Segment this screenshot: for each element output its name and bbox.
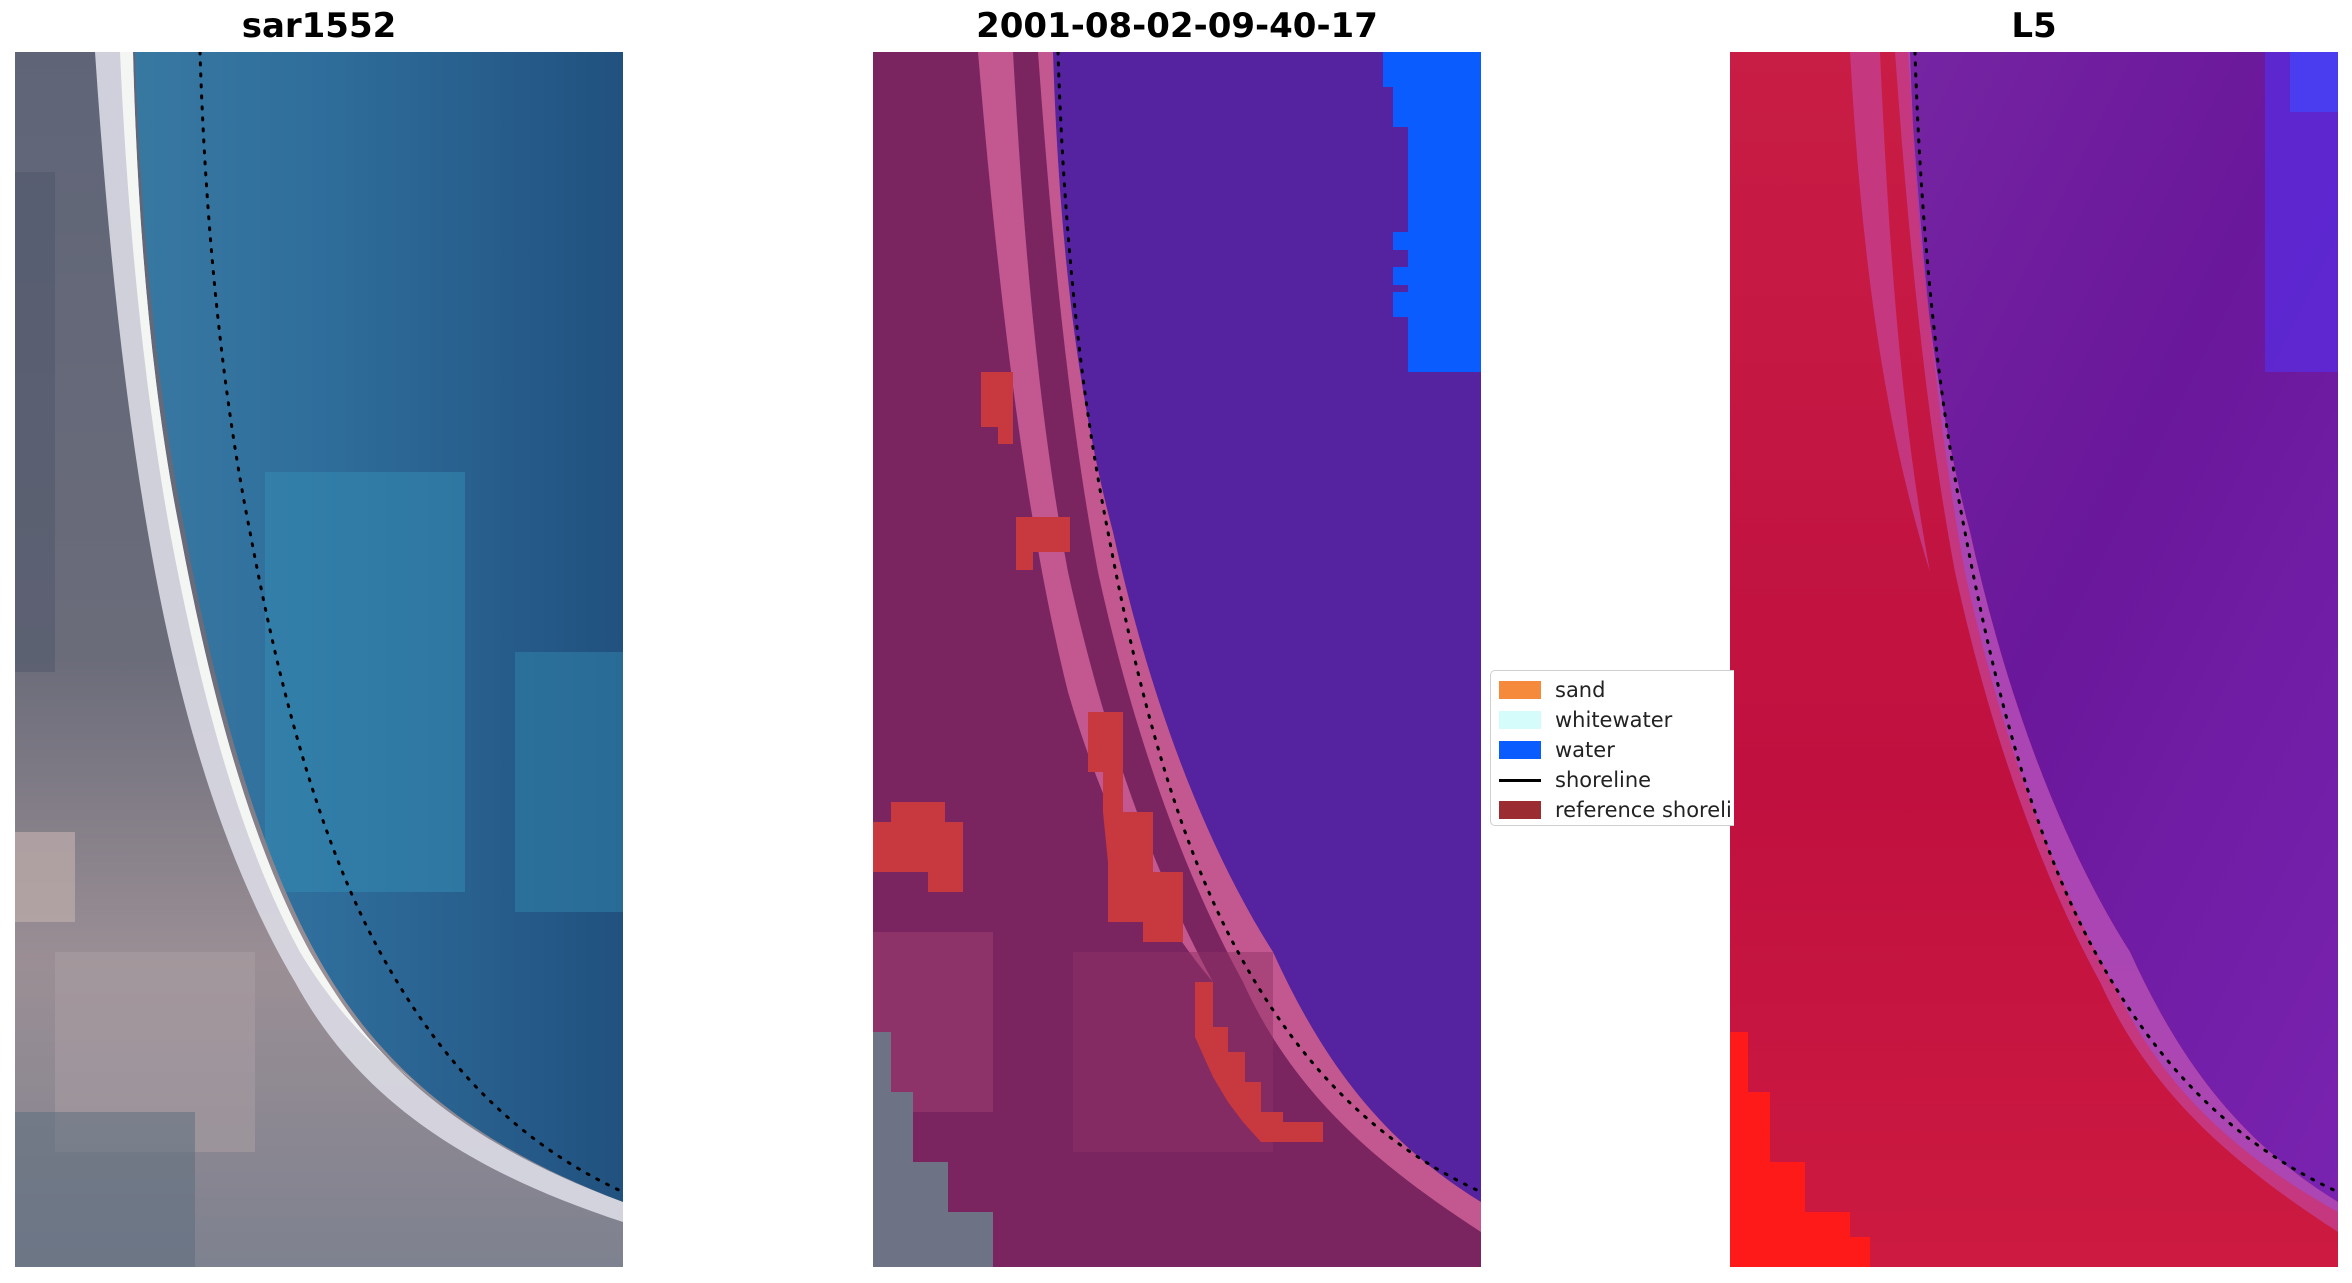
shoreline-line-swatch <box>1499 778 1541 782</box>
reference-shoreline-swatch <box>1499 801 1541 819</box>
sand-swatch <box>1499 681 1541 699</box>
classification-image <box>873 52 1481 1267</box>
legend-item-shoreline: shoreline <box>1491 765 1734 795</box>
legend-item-sand: sand <box>1491 675 1734 705</box>
probability-panel <box>1730 52 2338 1267</box>
legend-label: reference shoreli <box>1555 798 1732 822</box>
legend-label: water <box>1555 738 1615 762</box>
legend: sand whitewater water shoreline referenc… <box>1490 670 1734 826</box>
legend-label: sand <box>1555 678 1606 702</box>
water-swatch <box>1499 741 1541 759</box>
whitewater-swatch <box>1499 711 1541 729</box>
panel-title-probability: L5 <box>2011 6 2057 46</box>
legend-item-reference-shoreline: reference shoreli <box>1491 795 1734 825</box>
panel-title-rgb: sar1552 <box>241 6 397 46</box>
panel-title-classification: 2001-08-02-09-40-17 <box>976 6 1378 46</box>
legend-item-whitewater: whitewater <box>1491 705 1734 735</box>
legend-label: shoreline <box>1555 768 1652 792</box>
rgb-image-panel <box>15 52 623 1267</box>
legend-label: whitewater <box>1555 708 1673 732</box>
classification-panel <box>873 52 1481 1267</box>
rgb-image <box>15 52 623 1267</box>
probability-image <box>1730 52 2338 1267</box>
legend-item-water: water <box>1491 735 1734 765</box>
